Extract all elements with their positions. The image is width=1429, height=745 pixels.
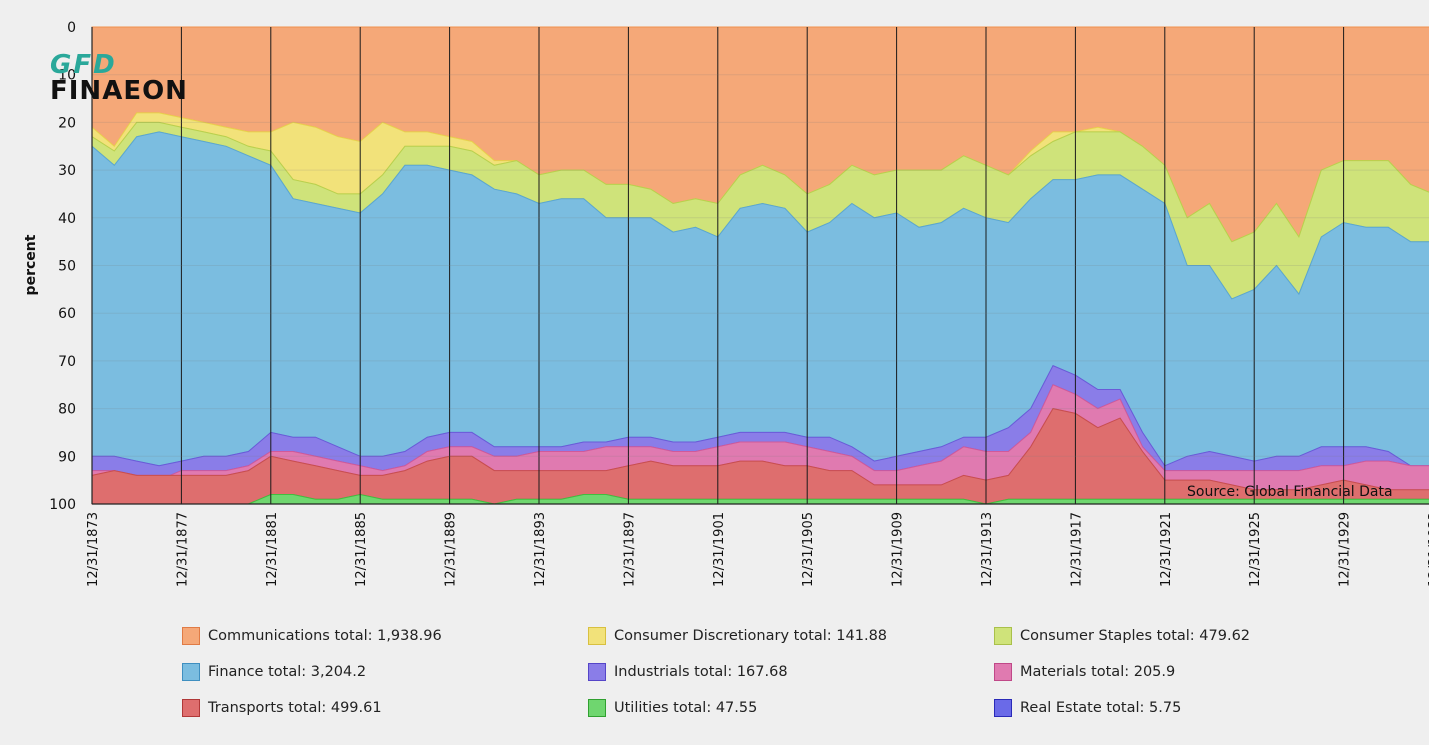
y-axis-label: percent <box>23 234 39 295</box>
legend-item-utilities[interactable]: Utilities total: 47.55 <box>588 697 757 719</box>
legend-swatch-communications <box>182 627 200 645</box>
y-tick-label: 40 <box>58 211 76 227</box>
legend-swatch-finance <box>182 663 200 681</box>
legend-label-communications: Communications total: 1,938.96 <box>208 628 442 644</box>
x-tick-label: 12/31/1929 <box>1338 512 1353 587</box>
legend-item-materials[interactable]: Materials total: 205.9 <box>994 661 1175 683</box>
x-tick-label: 12/31/1889 <box>444 512 459 587</box>
y-tick-label: 70 <box>58 354 76 370</box>
source-note: Source: Global Financial Data <box>1187 484 1393 500</box>
x-axis: 12/31/1873 12/31/1877 12/31/1881 12/31/1885… <box>86 512 1429 587</box>
y-tick-label: 30 <box>58 163 76 179</box>
x-tick-label: 12/31/1873 <box>86 512 101 587</box>
x-tick-label: 12/31/1897 <box>622 512 637 587</box>
legend-label-transports: Transports total: 499.61 <box>208 700 382 716</box>
legend-item-consumer-discretionary[interactable]: Consumer Discretionary total: 141.88 <box>588 625 887 647</box>
x-tick-label: 12/31/1901 <box>712 512 727 587</box>
legend-label-consumer-staples: Consumer Staples total: 479.62 <box>1020 628 1251 644</box>
x-tick-label: 12/31/1909 <box>891 512 906 587</box>
legend: Communications total: 1,938.96 Consumer … <box>0 620 1429 730</box>
x-tick-label: 12/31/1893 <box>533 512 548 587</box>
y-tick-label: 0 <box>67 20 76 36</box>
y-tick-label: 80 <box>58 402 76 418</box>
legend-item-transports[interactable]: Transports total: 499.61 <box>182 697 382 719</box>
legend-swatch-consumer-discretionary <box>588 627 606 645</box>
legend-label-utilities: Utilities total: 47.55 <box>614 700 758 716</box>
x-tick-label: 12/31/1933 <box>1427 512 1429 587</box>
legend-swatch-consumer-staples <box>994 627 1012 645</box>
y-tick-label: 90 <box>58 449 76 465</box>
y-tick-label: 10 <box>58 68 76 84</box>
horizontal-gridlines <box>92 74 1429 457</box>
x-tick-label: 12/31/1917 <box>1069 512 1084 587</box>
x-tick-label: 12/31/1925 <box>1248 512 1263 587</box>
legend-label-real-estate: Real Estate total: 5.75 <box>1020 700 1182 716</box>
logo-finaeon-text: FINAEON <box>50 76 188 106</box>
y-tick-label: 50 <box>58 259 76 275</box>
y-tick-label: 20 <box>58 115 76 131</box>
legend-label-finance: Finance total: 3,204.2 <box>208 664 367 680</box>
x-tick-label: 12/31/1905 <box>801 512 816 587</box>
legend-item-communications[interactable]: Communications total: 1,938.96 <box>182 625 442 647</box>
legend-label-materials: Materials total: 205.9 <box>1020 664 1176 680</box>
legend-swatch-industrials <box>588 663 606 681</box>
legend-swatch-materials <box>994 663 1012 681</box>
legend-swatch-utilities <box>588 699 606 717</box>
legend-label-industrials: Industrials total: 167.68 <box>614 664 788 680</box>
legend-label-consumer-discretionary: Consumer Discretionary total: 141.88 <box>614 628 888 644</box>
y-tick-label: 60 <box>58 306 76 322</box>
legend-swatch-real-estate <box>994 699 1012 717</box>
legend-item-real-estate[interactable]: Real Estate total: 5.75 <box>994 697 1181 719</box>
vertical-gridlines <box>180 27 1345 504</box>
legend-item-finance[interactable]: Finance total: 3,204.2 <box>182 661 366 683</box>
legend-swatch-transports <box>182 699 200 717</box>
x-tick-label: 12/31/1913 <box>980 512 995 587</box>
y-axis: 0 10 20 30 40 50 60 70 80 90 100 <box>49 20 1429 513</box>
x-tick-label: 12/31/1921 <box>1159 512 1174 587</box>
x-tick-label: 12/31/1885 <box>354 512 369 587</box>
x-tick-label: 12/31/1881 <box>265 512 280 587</box>
legend-item-consumer-staples[interactable]: Consumer Staples total: 479.62 <box>994 625 1250 647</box>
legend-item-industrials[interactable]: Industrials total: 167.68 <box>588 661 788 683</box>
y-tick-label: 100 <box>49 497 76 513</box>
gfd-finaeon-logo: GFD FINAEON <box>50 52 250 104</box>
x-tick-label: 12/31/1877 <box>175 512 190 587</box>
logo-gfd-text: GFD <box>50 50 117 80</box>
